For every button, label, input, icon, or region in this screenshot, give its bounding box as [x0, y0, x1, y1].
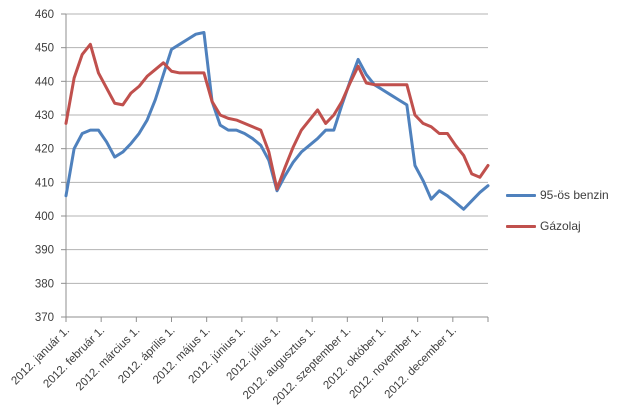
y-tick-label: 410 — [35, 177, 54, 189]
y-tick-label: 400 — [35, 211, 54, 223]
legend-label-benzin: 95-ös benzin — [540, 188, 609, 202]
legend-item-benzin: 95-ös benzin — [506, 188, 609, 202]
series-line-gazolaj — [64, 42, 490, 191]
x-month-label: 2012. október 1. — [321, 325, 388, 392]
legend-item-gazolaj: Gázolaj — [506, 219, 609, 233]
y-tick-label: 420 — [35, 144, 54, 156]
y-tick-label: 430 — [35, 110, 54, 122]
y-tick-label: 390 — [35, 245, 54, 257]
x-month-label: 2012. február 1. — [41, 325, 107, 391]
legend-label-gazolaj: Gázolaj — [540, 219, 581, 233]
gazolaj-line-swatch-icon — [506, 224, 536, 228]
legend: 95-ös benzin Gázolaj — [506, 188, 609, 233]
series-line-benzin — [64, 31, 490, 211]
y-tick-label: 370 — [35, 312, 54, 324]
y-tick-label: 450 — [35, 43, 54, 55]
benzin-line-swatch-icon — [506, 193, 536, 197]
x-month-label: 2012. március 1. — [74, 325, 143, 394]
y-tick-label: 460 — [35, 9, 54, 21]
y-tick-label: 440 — [35, 76, 54, 88]
y-tick-label: 380 — [35, 278, 54, 290]
x-month-label: 2012. január 1. — [9, 325, 72, 388]
